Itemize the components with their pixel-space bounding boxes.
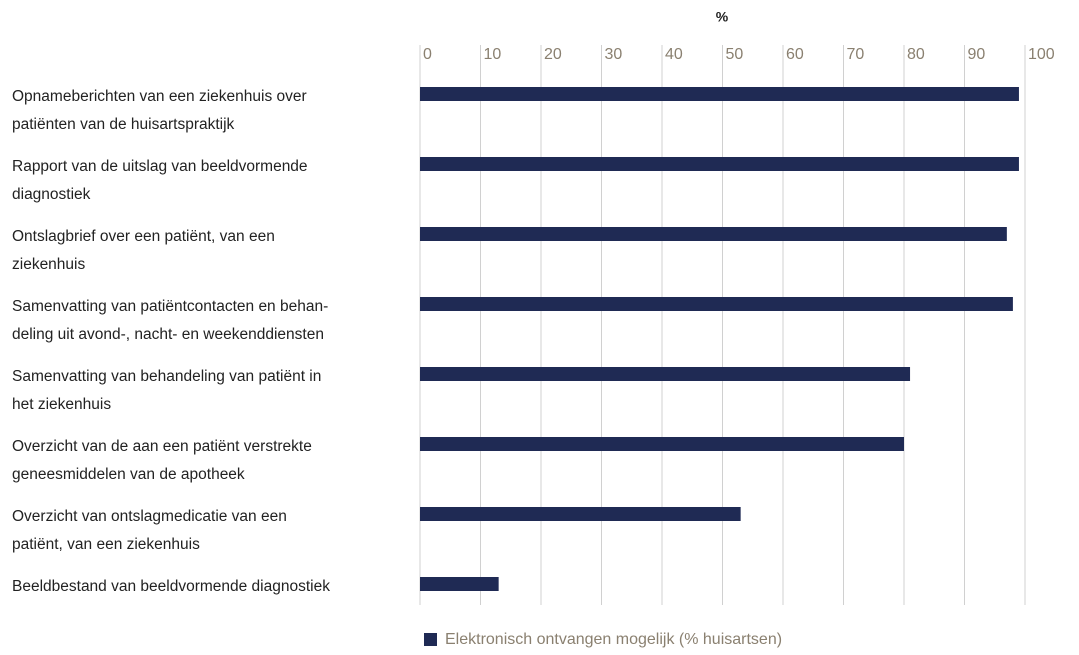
legend-label: Elektronisch ontvangen mogelijk (% huisa… bbox=[445, 631, 782, 648]
x-tick-label: 20 bbox=[544, 46, 562, 63]
y-tick-label: ziekenhuis bbox=[12, 256, 85, 273]
bar bbox=[420, 227, 1007, 241]
y-tick-label: Opnameberichten van een ziekenhuis over bbox=[12, 88, 307, 105]
y-tick-label: deling uit avond-, nacht- en weekenddien… bbox=[12, 326, 324, 343]
x-tick-label: 0 bbox=[423, 46, 432, 63]
bar bbox=[420, 157, 1019, 171]
x-tick-label: 50 bbox=[726, 46, 744, 63]
y-tick-label: Rapport van de uitslag van beeldvormende bbox=[12, 158, 308, 175]
y-tick-label: Samenvatting van behandeling van patiënt… bbox=[12, 368, 321, 385]
x-tick-label: 60 bbox=[786, 46, 804, 63]
bar bbox=[420, 367, 911, 381]
bar bbox=[420, 437, 904, 451]
legend-swatch bbox=[424, 633, 437, 646]
x-tick-label: 90 bbox=[968, 46, 986, 63]
bar bbox=[420, 87, 1019, 101]
y-tick-label: diagnostiek bbox=[12, 186, 91, 203]
x-tick-label: 40 bbox=[665, 46, 683, 63]
y-tick-label: patiënt, van een ziekenhuis bbox=[12, 536, 200, 553]
y-tick-label: Ontslagbrief over een patiënt, van een bbox=[12, 228, 275, 245]
axis-title: % bbox=[716, 9, 729, 25]
x-tick-label: 100 bbox=[1028, 46, 1055, 63]
x-tick-label: 70 bbox=[847, 46, 865, 63]
bar bbox=[420, 297, 1013, 311]
y-tick-label: Overzicht van ontslagmedicatie van een bbox=[12, 508, 287, 525]
x-tick-label: 10 bbox=[484, 46, 502, 63]
y-tick-label: geneesmiddelen van de apotheek bbox=[12, 466, 245, 483]
y-tick-label: Samenvatting van patiëntcontacten en beh… bbox=[12, 298, 328, 315]
bar bbox=[420, 507, 741, 521]
bar bbox=[420, 577, 499, 591]
y-tick-label: het ziekenhuis bbox=[12, 396, 111, 413]
y-tick-label: Beeldbestand van beeldvormende diagnosti… bbox=[12, 578, 330, 595]
x-tick-label: 80 bbox=[907, 46, 925, 63]
y-tick-label: patiënten van de huisartspraktijk bbox=[12, 116, 235, 133]
y-tick-label: Overzicht van de aan een patiënt verstre… bbox=[12, 438, 312, 455]
x-tick-label: 30 bbox=[605, 46, 623, 63]
